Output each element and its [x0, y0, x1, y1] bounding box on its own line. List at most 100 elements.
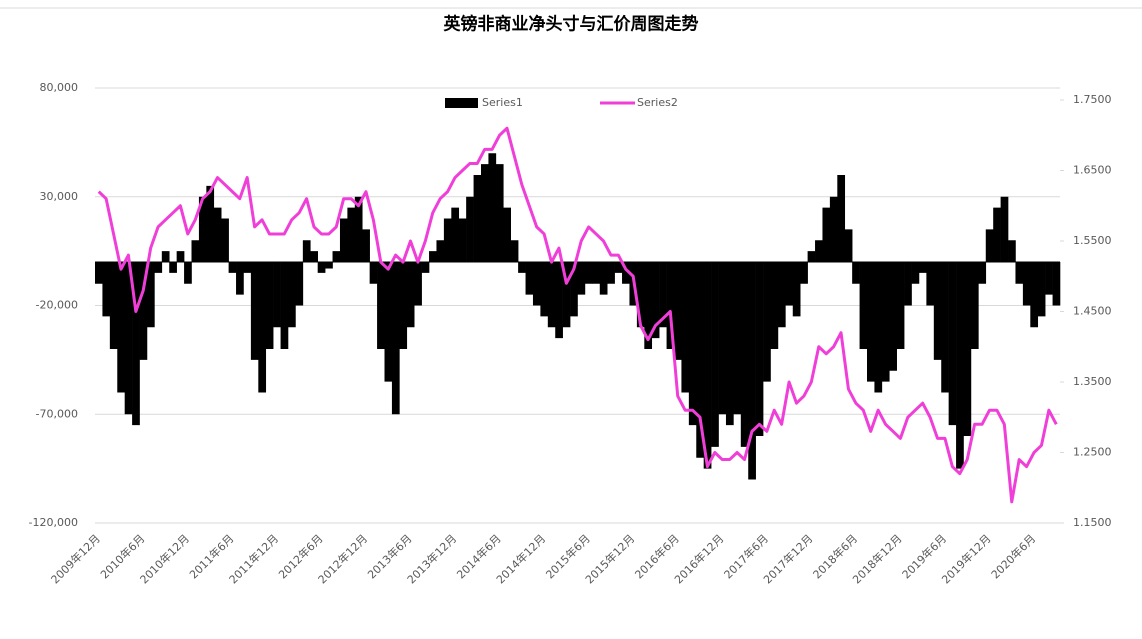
bar	[421, 262, 430, 273]
bar	[948, 262, 957, 426]
bar	[807, 251, 816, 262]
bar	[495, 164, 504, 262]
bar	[1030, 262, 1039, 328]
y-tick-label: -70,000	[36, 407, 78, 420]
legend-swatch	[445, 98, 478, 108]
bar	[406, 262, 415, 328]
bar	[1000, 196, 1009, 262]
bar	[146, 262, 155, 328]
bar	[169, 262, 177, 273]
bar	[280, 262, 289, 349]
bar	[748, 262, 756, 480]
bar	[191, 240, 200, 262]
bar	[1015, 262, 1024, 284]
bar	[733, 262, 742, 415]
bar	[874, 262, 883, 393]
y-tick-label: -120,000	[29, 516, 78, 529]
bar	[918, 262, 927, 273]
bar	[792, 262, 801, 317]
bar	[644, 262, 653, 349]
y2-tick-label: 1.3500	[1073, 375, 1112, 388]
bar	[933, 262, 942, 360]
bar	[718, 262, 727, 415]
y2-tick-label: 1.1500	[1073, 516, 1112, 529]
bar	[1008, 240, 1016, 262]
bar	[243, 262, 252, 273]
bar	[614, 262, 623, 273]
bar	[176, 251, 185, 262]
bar	[317, 262, 326, 273]
bar	[837, 175, 846, 262]
bar	[688, 262, 697, 426]
bar	[414, 262, 422, 306]
bar	[213, 207, 222, 262]
bar	[577, 262, 586, 295]
bar	[570, 262, 578, 317]
legend-label: Series1	[482, 96, 523, 109]
bar	[481, 164, 489, 262]
bar	[109, 262, 118, 349]
bar	[889, 262, 897, 371]
bar	[800, 262, 808, 284]
y2-tick-label: 1.6500	[1073, 163, 1112, 176]
bar	[473, 175, 482, 262]
bar	[525, 262, 534, 295]
bar	[859, 262, 868, 349]
bar	[510, 240, 519, 262]
bar	[154, 262, 163, 273]
bar	[429, 251, 437, 262]
bar	[206, 185, 215, 262]
bar	[443, 218, 452, 262]
bar	[1045, 262, 1053, 295]
bar	[302, 240, 311, 262]
bar	[221, 218, 229, 262]
bar	[295, 262, 304, 306]
bar	[250, 262, 259, 360]
bar	[963, 262, 972, 436]
bar	[852, 262, 860, 284]
bar	[117, 262, 125, 393]
bar	[978, 262, 987, 284]
bar	[711, 262, 719, 447]
bar	[696, 262, 704, 458]
bar	[844, 229, 853, 262]
bar	[458, 218, 467, 262]
bar	[770, 262, 779, 349]
legend-label: Series2	[637, 96, 678, 109]
bar	[161, 251, 170, 262]
bar	[985, 229, 994, 262]
bar	[763, 262, 771, 382]
bar	[911, 262, 920, 284]
y2-tick-label: 1.4500	[1073, 304, 1112, 317]
bar	[391, 262, 400, 415]
y2-tick-label: 1.5500	[1073, 234, 1112, 247]
bar	[377, 262, 385, 349]
bar	[102, 262, 111, 317]
bar	[651, 262, 660, 339]
bar	[139, 262, 148, 360]
bar	[488, 153, 497, 262]
chart-title: 英镑非商业净头寸与汇价周图走势	[444, 14, 699, 35]
bar	[815, 240, 823, 262]
bar	[867, 262, 875, 382]
bar	[562, 262, 571, 328]
bar	[607, 262, 615, 284]
bar	[518, 262, 526, 273]
bar	[1052, 262, 1061, 306]
bar	[228, 262, 237, 273]
line	[97, 126, 1058, 504]
bar	[354, 196, 363, 262]
y-tick-label: -20,000	[36, 299, 78, 312]
bar	[755, 262, 764, 436]
bar	[347, 207, 356, 262]
bar	[332, 251, 341, 262]
y-tick-label: 80,000	[40, 81, 79, 94]
bar	[555, 262, 563, 339]
bar	[362, 229, 370, 262]
bar	[124, 262, 133, 415]
bar	[584, 262, 593, 284]
y2-tick-label: 1.7500	[1073, 93, 1112, 106]
bar	[399, 262, 408, 349]
bar	[325, 262, 333, 269]
